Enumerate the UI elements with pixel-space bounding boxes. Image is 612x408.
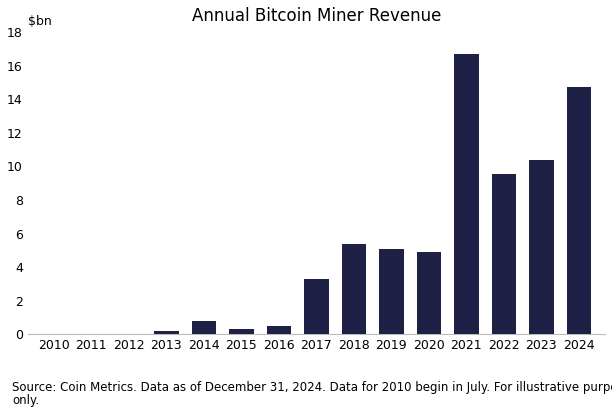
Bar: [379, 248, 403, 334]
Text: $bn: $bn: [28, 15, 51, 28]
Bar: [230, 329, 253, 334]
Bar: [267, 326, 291, 334]
Text: Source: Coin Metrics. Data as of December 31, 2024. Data for 2010 begin in July.: Source: Coin Metrics. Data as of Decembe…: [12, 381, 612, 395]
Bar: [154, 330, 179, 334]
Text: only.: only.: [12, 394, 39, 407]
Bar: [304, 279, 329, 334]
Bar: [491, 174, 516, 334]
Bar: [417, 252, 441, 334]
Bar: [529, 160, 553, 334]
Title: Annual Bitcoin Miner Revenue: Annual Bitcoin Miner Revenue: [192, 7, 441, 25]
Bar: [192, 322, 216, 334]
Bar: [341, 244, 366, 334]
Bar: [454, 54, 479, 334]
Bar: [567, 87, 591, 334]
